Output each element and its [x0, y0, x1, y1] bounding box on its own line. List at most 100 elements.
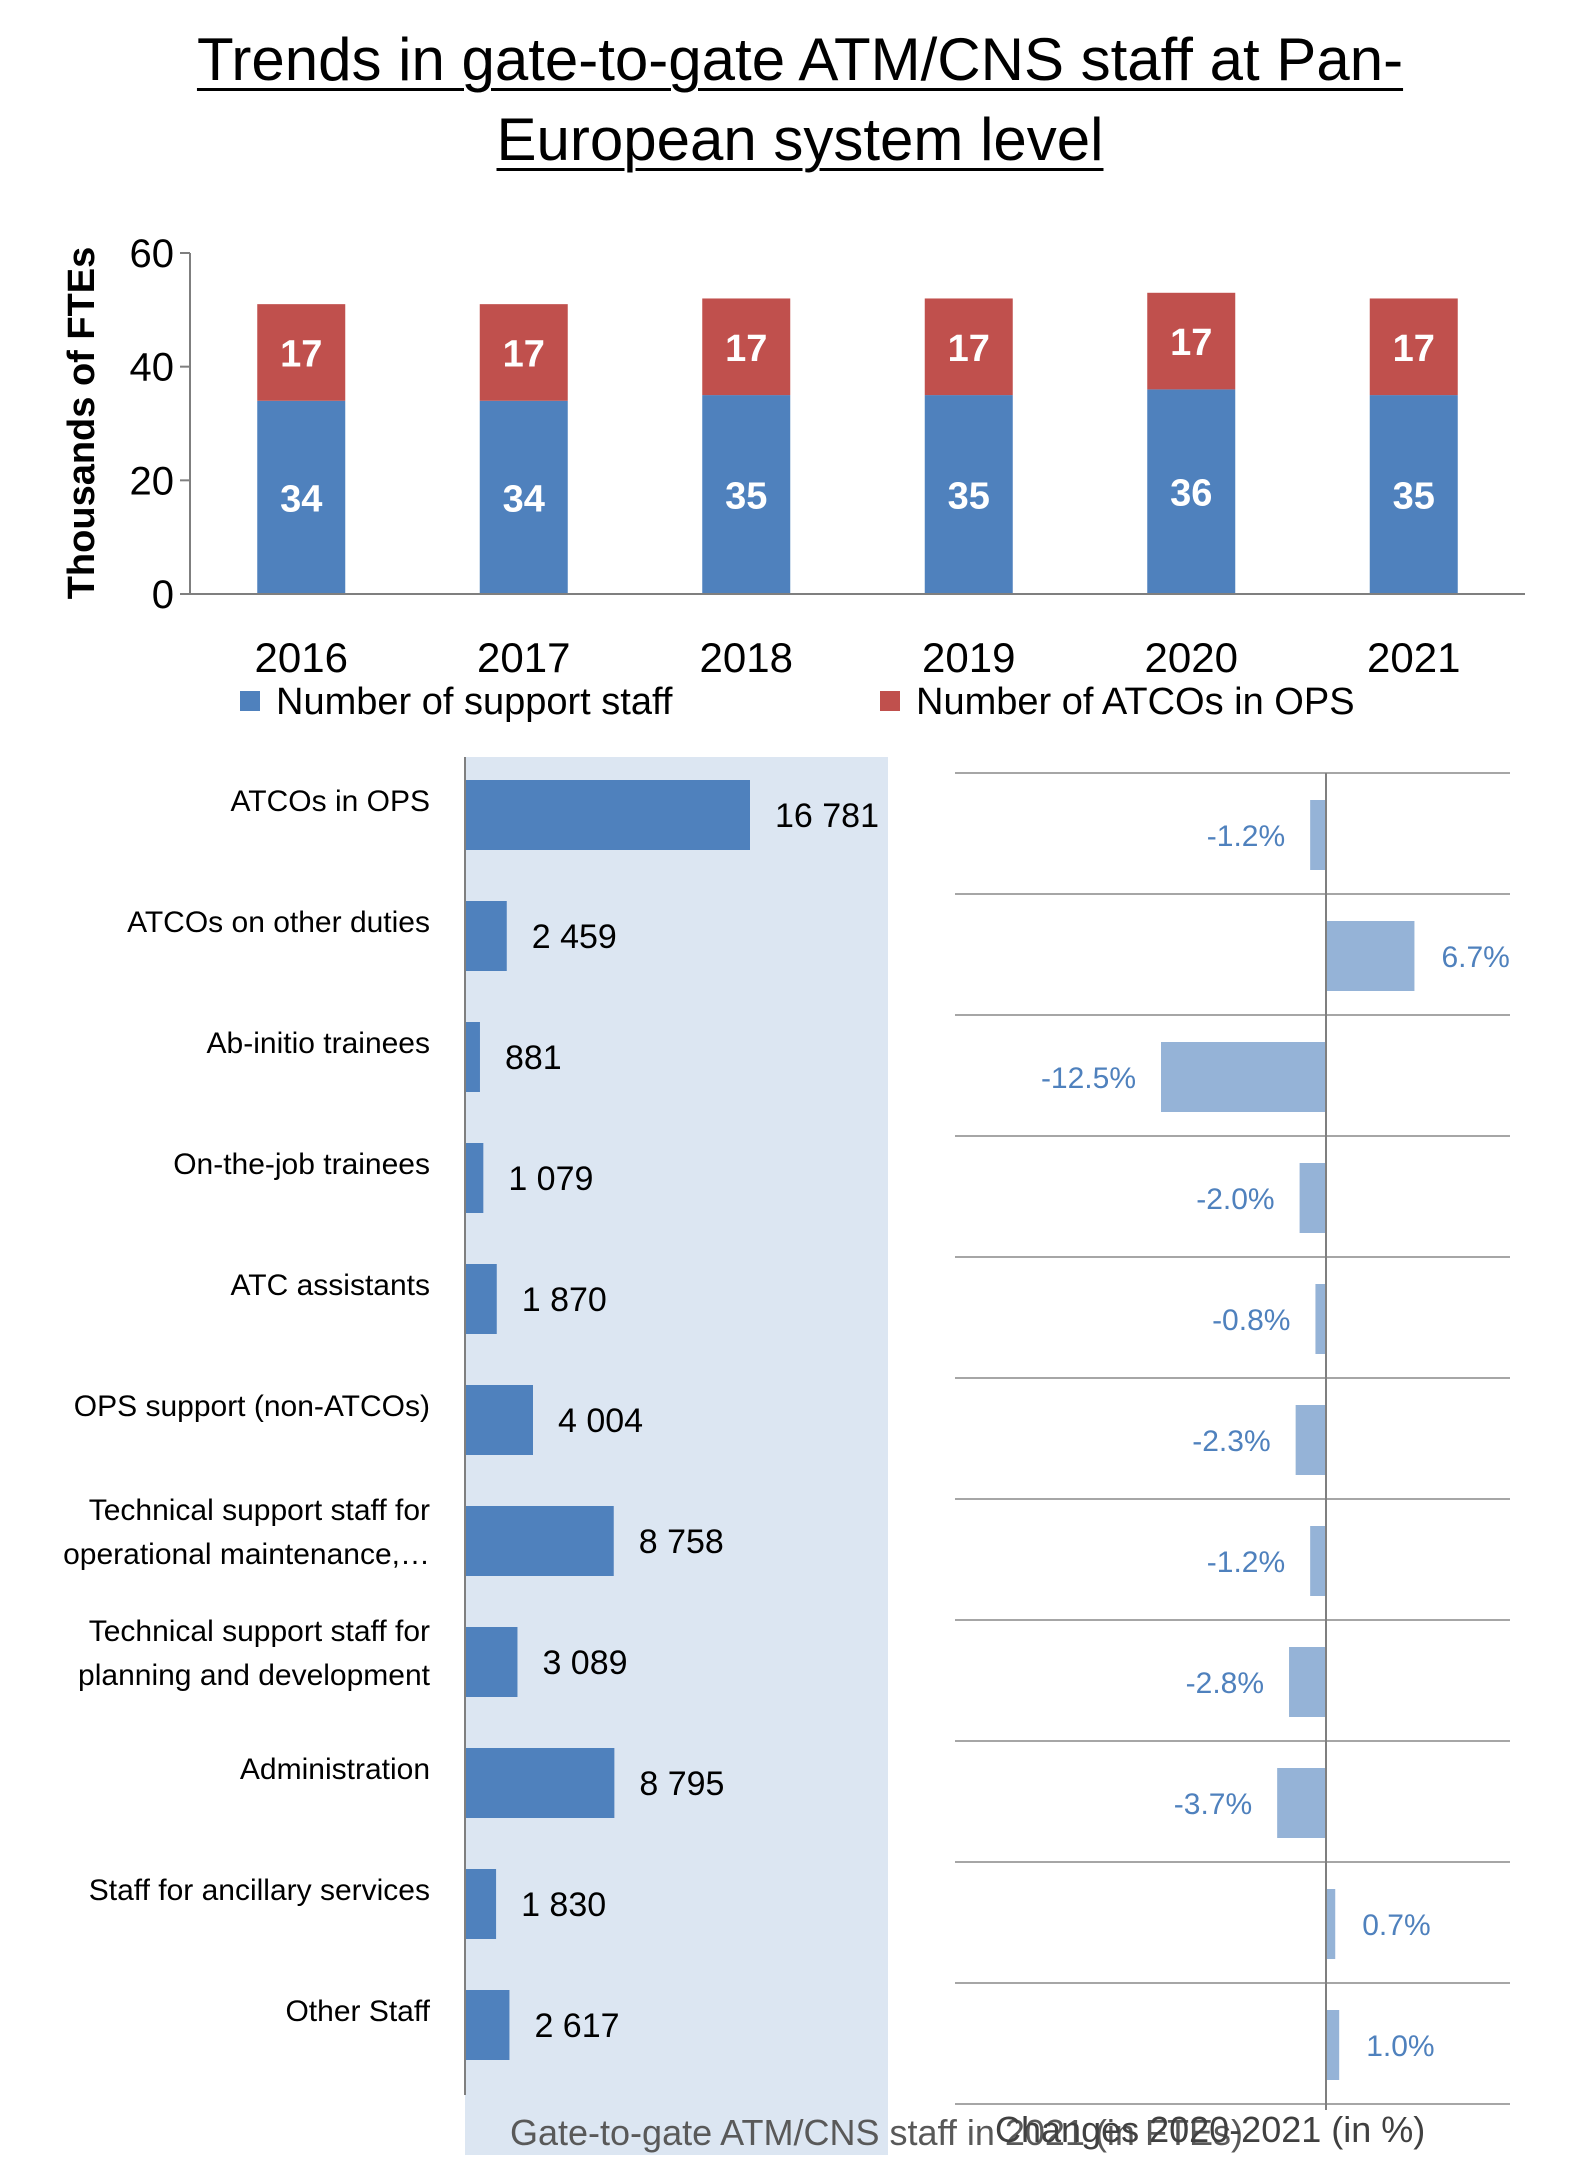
- support-staff-value-label: 35: [948, 476, 990, 518]
- support-staff-bar: [924, 395, 1013, 594]
- change-bar: [1310, 800, 1326, 870]
- staff-value-label: 1 079: [508, 1160, 593, 1198]
- category-label: ATC assistants: [231, 1269, 431, 1302]
- support-staff-bar: [702, 395, 791, 594]
- change-bar: [1299, 1163, 1326, 1233]
- change-bar: [1326, 921, 1415, 991]
- staff-value-label: 16 781: [775, 797, 879, 835]
- support-staff-value-label: 36: [1170, 473, 1212, 515]
- atcos-ops-value-label: 17: [503, 333, 545, 375]
- staff-bar: [465, 1022, 480, 1092]
- x-tick-label: 2017: [477, 634, 570, 681]
- atcos-ops-bar: [1147, 292, 1236, 390]
- x-tick-label: 2020: [1145, 634, 1238, 681]
- atcos-ops-bar: [702, 298, 791, 396]
- category-label: ATCOs on other duties: [127, 906, 430, 939]
- category-label: ATCOs in OPS: [231, 785, 430, 818]
- stacked-bar-chart: Thousands of FTEs 0 20 40 60 34 17 2016 34 17 2017…: [61, 232, 1525, 723]
- change-value-label: -2.3%: [1192, 1425, 1270, 1458]
- support-staff-bar: [1147, 389, 1236, 594]
- staff-value-label: 8 758: [639, 1523, 724, 1561]
- change-bar: [1315, 1284, 1326, 1354]
- staff-value-label: 2 459: [532, 918, 617, 956]
- change-2020-2021-bar-chart: -1.2% 6.7% -12.5% -2.0% -0.8% -2.3% -1.2% -2.8%…: [955, 772, 1510, 2150]
- staff-bar: [465, 1506, 614, 1576]
- change-bar: [1161, 1042, 1326, 1112]
- staff-bar: [465, 1264, 497, 1334]
- left-chart-x-label: Gate-to-gate ATM/CNS staff in 2021 (in F…: [510, 2112, 1243, 2153]
- change-bar: [1295, 1405, 1326, 1475]
- category-label: Technical support staff for: [89, 1615, 430, 1648]
- change-bar: [1326, 1889, 1336, 1959]
- change-bar: [1289, 1647, 1326, 1717]
- staff-value-label: 2 617: [534, 2007, 619, 2045]
- atcos-ops-bar: [924, 298, 1013, 396]
- category-label: Administration: [240, 1753, 430, 1786]
- category-label: Staff for ancillary services: [89, 1874, 430, 1907]
- x-tick-label: 2021: [1367, 634, 1460, 681]
- staff-bar: [465, 1990, 510, 2060]
- change-value-label: -2.0%: [1196, 1183, 1274, 1216]
- support-staff-bar: [479, 400, 568, 594]
- category-label: planning and development: [78, 1659, 431, 1692]
- legend-swatch: [240, 691, 260, 711]
- category-label: Ab-initio trainees: [207, 1027, 430, 1060]
- atcos-ops-value-label: 17: [280, 333, 322, 375]
- x-tick-label: 2019: [922, 634, 1015, 681]
- atcos-ops-bar: [479, 304, 568, 401]
- atcos-ops-value-label: 17: [1170, 322, 1212, 364]
- staff-value-label: 8 795: [639, 1765, 724, 1803]
- staff-value-label: 1 870: [522, 1281, 607, 1319]
- right-chart-x-label: Changes 2020-2021 (in %): [995, 2109, 1425, 2150]
- change-value-label: 0.7%: [1362, 1909, 1430, 1942]
- x-tick-label: 2018: [700, 634, 793, 681]
- change-bar: [1326, 2010, 1340, 2080]
- support-staff-value-label: 34: [280, 478, 322, 520]
- category-label: Other Staff: [285, 1995, 430, 2028]
- atcos-ops-value-label: 17: [725, 328, 767, 370]
- staff-bar: [465, 1385, 534, 1455]
- title-line-2: European system level: [496, 106, 1104, 173]
- change-value-label: -12.5%: [1041, 1062, 1136, 1095]
- atcos-ops-value-label: 17: [948, 328, 990, 370]
- y-tick-label: 20: [130, 459, 175, 503]
- support-staff-value-label: 35: [725, 476, 767, 518]
- change-value-label: -1.2%: [1207, 820, 1285, 853]
- staff-2021-bar-chart: 16 781 ATCOs in OPS 2 459 ATCOs on other du…: [63, 757, 1243, 2155]
- category-label: Technical support staff for: [89, 1494, 430, 1527]
- legend-swatch: [880, 691, 900, 711]
- change-value-label: -1.2%: [1207, 1546, 1285, 1579]
- staff-value-label: 4 004: [558, 1402, 643, 1440]
- staff-value-label: 1 830: [521, 1886, 606, 1924]
- plot-background: [465, 757, 888, 2155]
- staff-value-label: 3 089: [542, 1644, 627, 1682]
- staff-bar: [465, 1627, 518, 1697]
- change-bar: [1277, 1768, 1326, 1838]
- staff-bar: [465, 1143, 484, 1213]
- x-tick-label: 2016: [255, 634, 348, 681]
- y-axis-label: Thousands of FTEs: [61, 247, 103, 600]
- staff-bar: [465, 780, 750, 850]
- support-staff-value-label: 35: [1393, 476, 1435, 518]
- staff-value-label: 881: [505, 1039, 562, 1077]
- atcos-ops-bar: [257, 304, 346, 401]
- title-line-1: Trends in gate-to-gate ATM/CNS staff at …: [196, 26, 1404, 93]
- y-tick-label: 40: [130, 346, 175, 390]
- staff-bar: [465, 901, 507, 971]
- category-label: operational maintenance,…: [63, 1538, 430, 1571]
- atcos-ops-value-label: 17: [1393, 328, 1435, 370]
- change-bar: [1310, 1526, 1326, 1596]
- legend-entry: Number of ATCOs in OPS: [916, 681, 1355, 723]
- legend-entry: Number of support staff: [276, 681, 673, 723]
- change-value-label: -0.8%: [1212, 1304, 1290, 1337]
- y-tick-label: 0: [152, 573, 174, 617]
- atcos-ops-bar: [1369, 298, 1458, 396]
- category-label: OPS support (non-ATCOs): [74, 1390, 430, 1423]
- change-value-label: -3.7%: [1174, 1788, 1252, 1821]
- staff-bar: [465, 1748, 615, 1818]
- support-staff-bar: [1369, 395, 1458, 594]
- support-staff-value-label: 34: [503, 478, 545, 520]
- support-staff-bar: [257, 400, 346, 594]
- change-value-label: 6.7%: [1441, 941, 1509, 974]
